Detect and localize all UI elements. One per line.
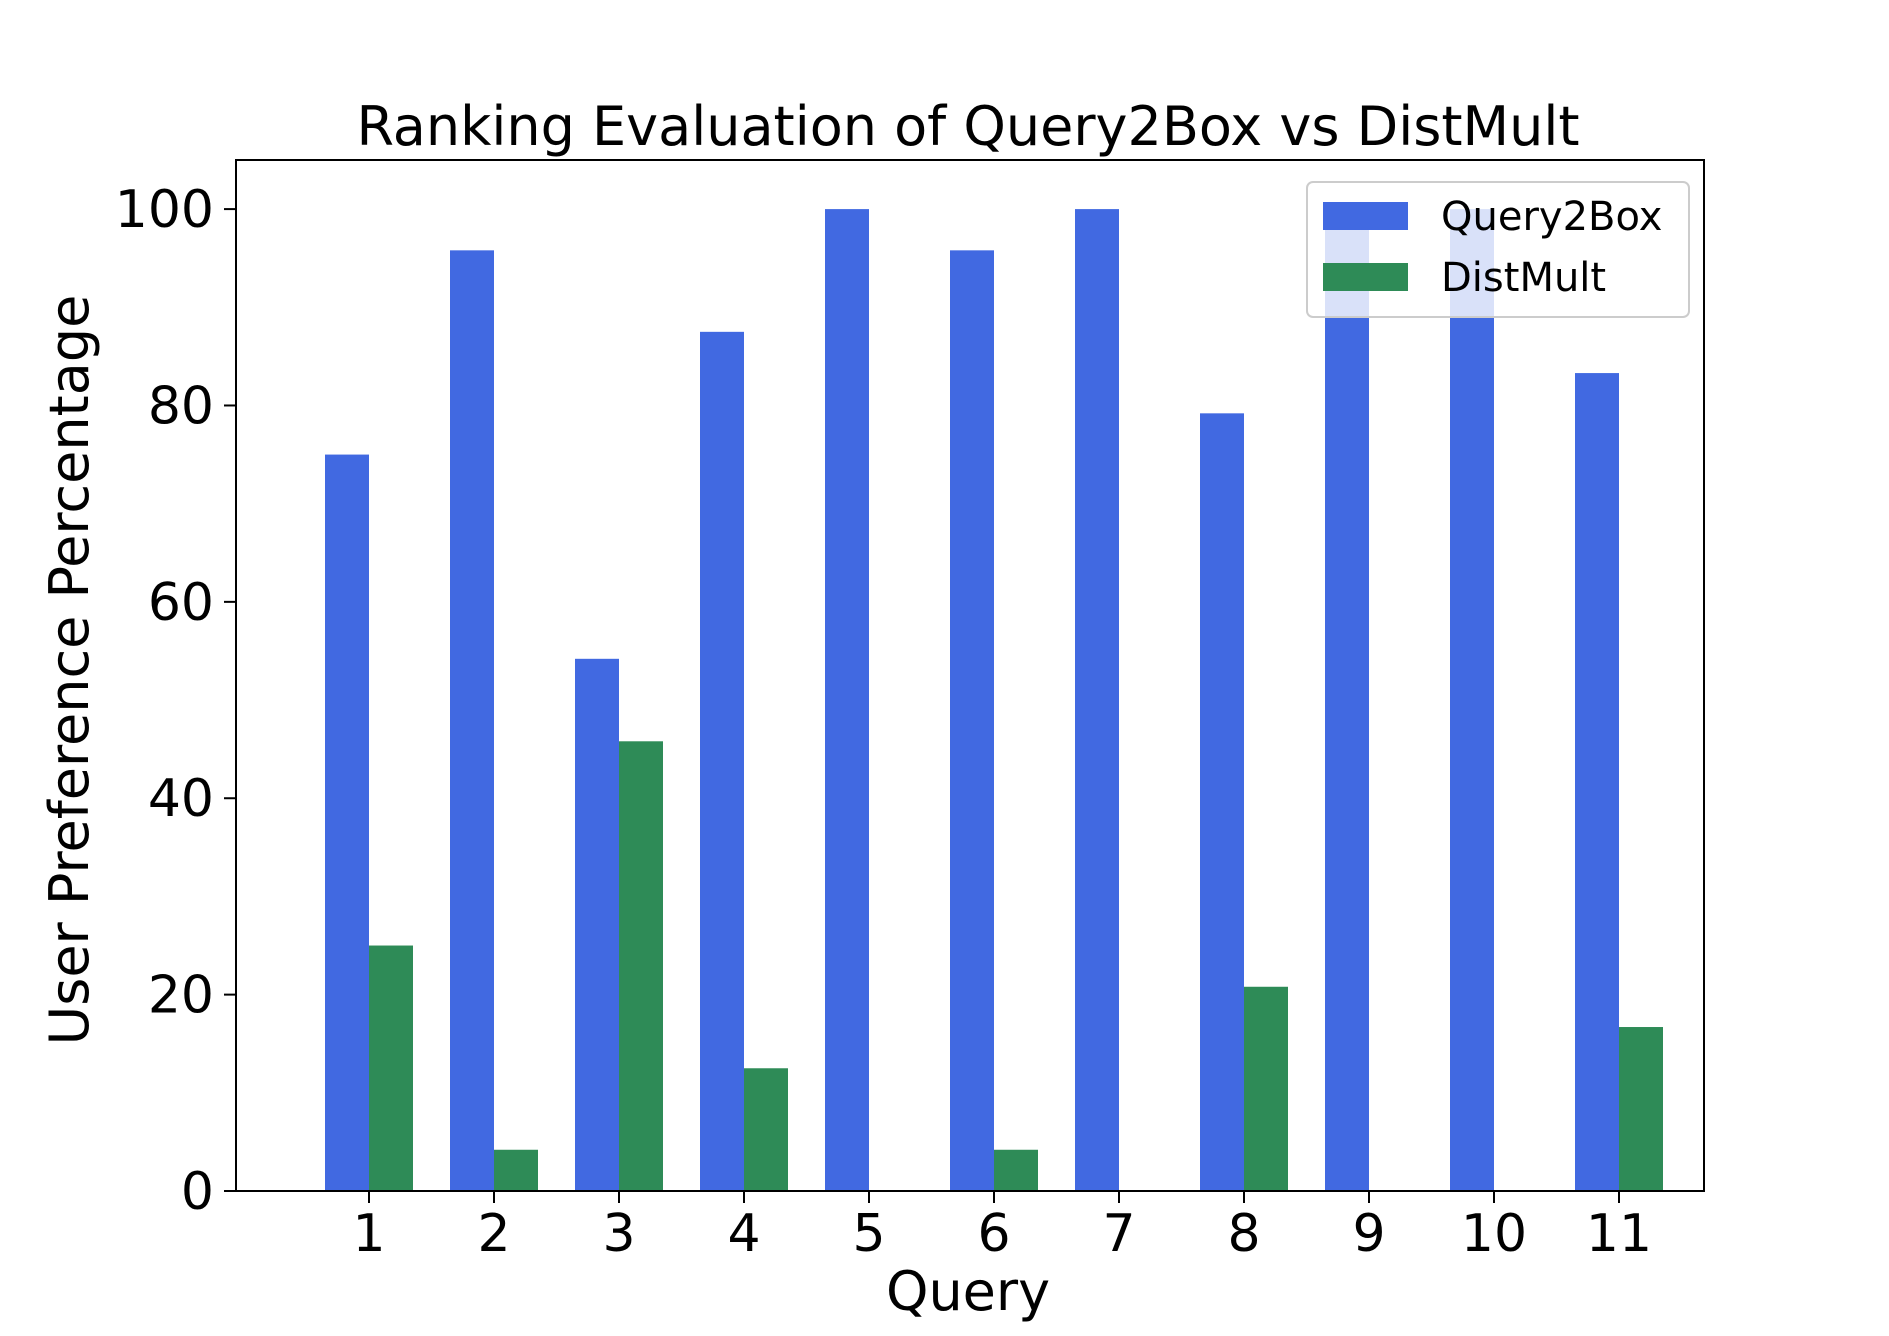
- y-tick-label: 0: [181, 1162, 214, 1222]
- x-axis-ticks: 1 2 3 4 5 6 7 8 9 10 11: [352, 1191, 1652, 1264]
- x-tick-label: 4: [727, 1204, 760, 1264]
- bar-query2box-4: [700, 331, 744, 1191]
- bar-query2box-9: [1325, 209, 1369, 1192]
- x-tick-label: 10: [1461, 1204, 1527, 1264]
- legend-swatch-query2box: [1323, 202, 1408, 230]
- y-tick-label: 100: [115, 180, 214, 240]
- x-tick-label: 5: [852, 1204, 885, 1264]
- y-tick-label: 40: [148, 769, 214, 829]
- bars-layer: [325, 209, 1663, 1192]
- bar-distmult-1: [369, 945, 413, 1191]
- bar-query2box-3: [575, 658, 619, 1191]
- x-tick-label: 8: [1227, 1204, 1260, 1264]
- y-axis-ticks: 0 20 40 60 80 100: [115, 180, 236, 1222]
- bar-query2box-1: [325, 454, 369, 1192]
- y-tick-label: 20: [148, 966, 214, 1026]
- plot-frame: [235, 159, 1705, 1192]
- chart-title: Ranking Evaluation of Query2Box vs DistM…: [356, 95, 1579, 158]
- bar-query2box-5: [825, 209, 869, 1192]
- bar-distmult-2: [494, 1149, 538, 1191]
- y-tick-label: 80: [148, 376, 214, 436]
- x-tick-label: 3: [602, 1204, 635, 1264]
- bar-query2box-6: [950, 250, 994, 1192]
- y-axis-label: User Preference Percentage: [38, 295, 101, 1046]
- y-tick-label: 60: [148, 573, 214, 633]
- bar-distmult-8: [1244, 986, 1288, 1191]
- x-axis-label: Query: [886, 1260, 1050, 1323]
- x-tick-label: 9: [1352, 1204, 1385, 1264]
- legend: Query2Box DistMult: [1306, 181, 1690, 318]
- x-tick-label: 11: [1586, 1204, 1652, 1264]
- x-tick-label: 6: [977, 1204, 1010, 1264]
- x-tick-label: 1: [352, 1204, 385, 1264]
- x-tick-label: 2: [477, 1204, 510, 1264]
- bar-query2box-8: [1200, 413, 1244, 1191]
- bar-distmult-11: [1619, 1027, 1663, 1191]
- legend-label-query2box: Query2Box: [1441, 194, 1662, 240]
- bar-query2box-2: [450, 250, 494, 1192]
- bar-distmult-4: [744, 1068, 788, 1191]
- bar-query2box-7: [1075, 209, 1119, 1192]
- x-tick-label: 7: [1102, 1204, 1135, 1264]
- bar-query2box-11: [1575, 373, 1619, 1191]
- bar-distmult-6: [994, 1149, 1038, 1191]
- bar-distmult-3: [619, 741, 663, 1191]
- legend-label-distmult: DistMult: [1441, 255, 1606, 301]
- legend-swatch-distmult: [1323, 263, 1408, 291]
- bar-query2box-10: [1450, 209, 1494, 1192]
